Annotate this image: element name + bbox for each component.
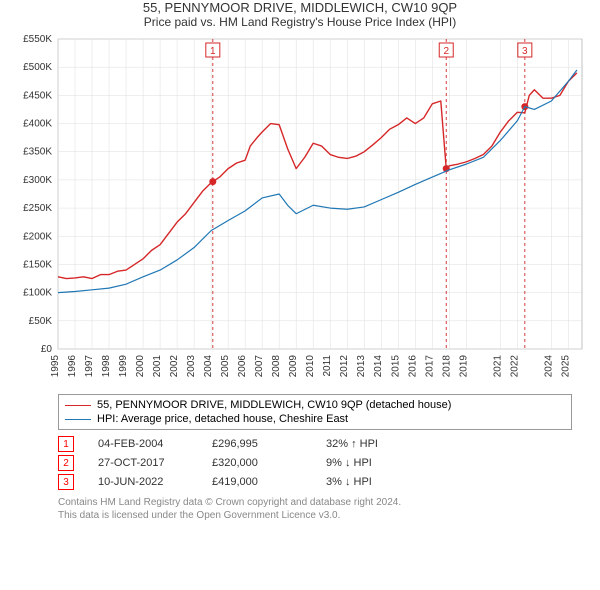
svg-text:2024: 2024	[543, 355, 554, 378]
svg-text:£100K: £100K	[23, 288, 52, 299]
svg-text:2004: 2004	[203, 355, 214, 378]
legend-label: HPI: Average price, detached house, Ches…	[97, 412, 348, 426]
svg-text:2018: 2018	[441, 355, 452, 378]
event-delta: 9% ↓ HPI	[326, 457, 416, 469]
svg-text:1999: 1999	[118, 355, 129, 378]
svg-text:2003: 2003	[186, 355, 197, 378]
svg-text:£300K: £300K	[23, 175, 52, 186]
event-marker-icon: 2	[58, 455, 74, 471]
footer-line: Contains HM Land Registry data © Crown c…	[58, 496, 572, 509]
svg-text:2022: 2022	[509, 355, 520, 378]
svg-text:2: 2	[443, 46, 449, 57]
svg-text:2016: 2016	[407, 355, 418, 378]
svg-text:£350K: £350K	[23, 147, 52, 158]
svg-text:2015: 2015	[390, 355, 401, 378]
legend-item: HPI: Average price, detached house, Ches…	[65, 412, 565, 426]
legend: 55, PENNYMOOR DRIVE, MIDDLEWICH, CW10 9Q…	[58, 394, 572, 430]
svg-text:£550K: £550K	[23, 34, 52, 45]
event-row: 1 04-FEB-2004 £296,995 32% ↑ HPI	[58, 436, 572, 452]
legend-label: 55, PENNYMOOR DRIVE, MIDDLEWICH, CW10 9Q…	[97, 398, 451, 412]
svg-text:2013: 2013	[356, 355, 367, 378]
svg-text:1996: 1996	[67, 355, 78, 378]
event-date: 10-JUN-2022	[98, 476, 188, 488]
svg-text:2000: 2000	[135, 355, 146, 378]
event-price: £320,000	[212, 457, 302, 469]
event-marker-icon: 1	[58, 436, 74, 452]
event-date: 04-FEB-2004	[98, 438, 188, 450]
footer: Contains HM Land Registry data © Crown c…	[58, 496, 572, 522]
price-chart: £0 £50K £100K £150K £200K £250K £300K £350K £400…	[0, 33, 600, 383]
svg-text:£150K: £150K	[23, 259, 52, 270]
svg-text:£500K: £500K	[23, 62, 52, 73]
svg-text:£450K: £450K	[23, 90, 52, 101]
event-delta: 3% ↓ HPI	[326, 476, 416, 488]
legend-swatch	[65, 419, 91, 420]
svg-text:2001: 2001	[152, 355, 163, 378]
events-table: 1 04-FEB-2004 £296,995 32% ↑ HPI 2 27-OC…	[58, 436, 572, 490]
svg-text:2021: 2021	[492, 355, 503, 378]
svg-text:2009: 2009	[288, 355, 299, 378]
event-price: £296,995	[212, 438, 302, 450]
svg-text:£0: £0	[41, 344, 53, 355]
svg-text:2019: 2019	[458, 355, 469, 378]
legend-swatch	[65, 405, 91, 406]
svg-text:£250K: £250K	[23, 203, 52, 214]
svg-text:2007: 2007	[254, 355, 265, 378]
svg-text:1998: 1998	[101, 355, 112, 378]
page-subtitle: Price paid vs. HM Land Registry's House …	[0, 15, 600, 29]
svg-text:2011: 2011	[322, 355, 333, 377]
svg-text:£50K: £50K	[29, 316, 53, 327]
svg-text:3: 3	[522, 46, 528, 57]
svg-text:2025: 2025	[560, 355, 571, 378]
svg-text:1995: 1995	[50, 355, 61, 378]
event-price: £419,000	[212, 476, 302, 488]
svg-text:1997: 1997	[84, 355, 95, 378]
svg-text:2002: 2002	[169, 355, 180, 378]
svg-text:2008: 2008	[271, 355, 282, 378]
svg-text:£200K: £200K	[23, 231, 52, 242]
event-delta: 32% ↑ HPI	[326, 438, 416, 450]
page-title: 55, PENNYMOOR DRIVE, MIDDLEWICH, CW10 9Q…	[0, 0, 600, 15]
svg-text:2010: 2010	[305, 355, 316, 378]
svg-text:1: 1	[210, 46, 216, 57]
event-marker-icon: 3	[58, 474, 74, 490]
svg-text:2005: 2005	[220, 355, 231, 378]
svg-text:£400K: £400K	[23, 119, 52, 130]
event-row: 2 27-OCT-2017 £320,000 9% ↓ HPI	[58, 455, 572, 471]
svg-text:2017: 2017	[424, 355, 435, 378]
event-date: 27-OCT-2017	[98, 457, 188, 469]
svg-text:2014: 2014	[373, 355, 384, 378]
legend-item: 55, PENNYMOOR DRIVE, MIDDLEWICH, CW10 9Q…	[65, 398, 565, 412]
svg-text:2012: 2012	[339, 355, 350, 378]
event-row: 3 10-JUN-2022 £419,000 3% ↓ HPI	[58, 474, 572, 490]
footer-line: This data is licensed under the Open Gov…	[58, 509, 572, 522]
svg-text:2006: 2006	[237, 355, 248, 378]
